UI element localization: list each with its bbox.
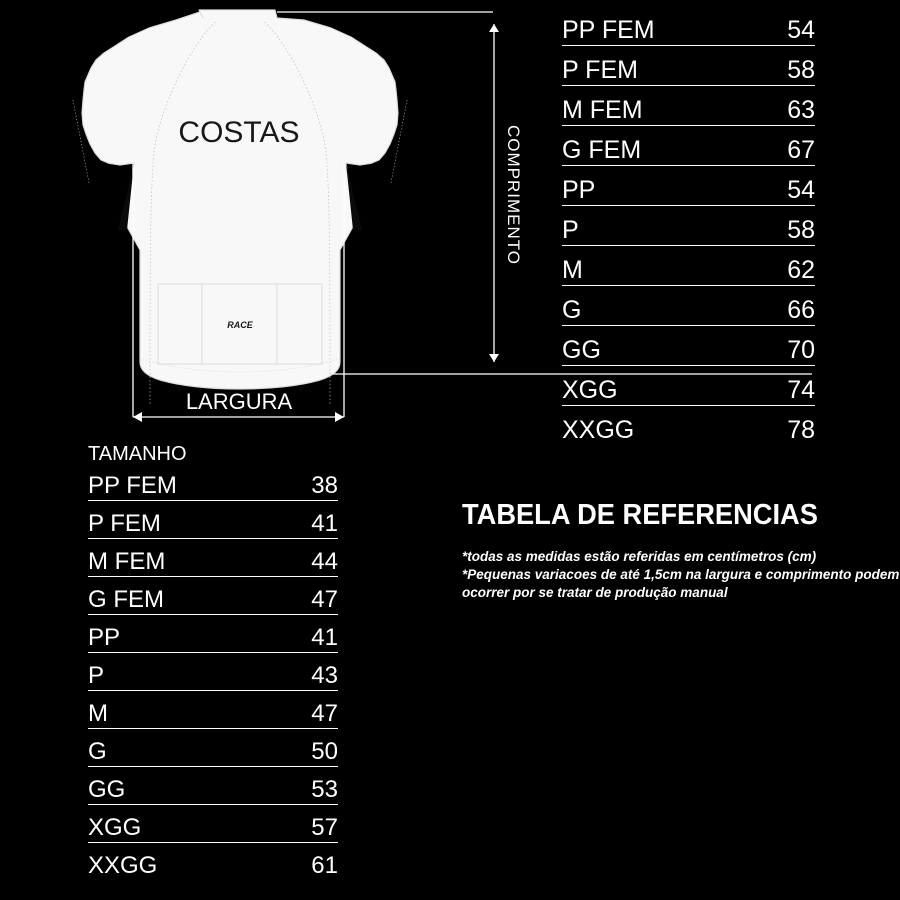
svg-text:COMPRIMENTO: COMPRIMENTO [504,125,523,265]
svg-text:LARGURA: LARGURA [186,389,293,414]
